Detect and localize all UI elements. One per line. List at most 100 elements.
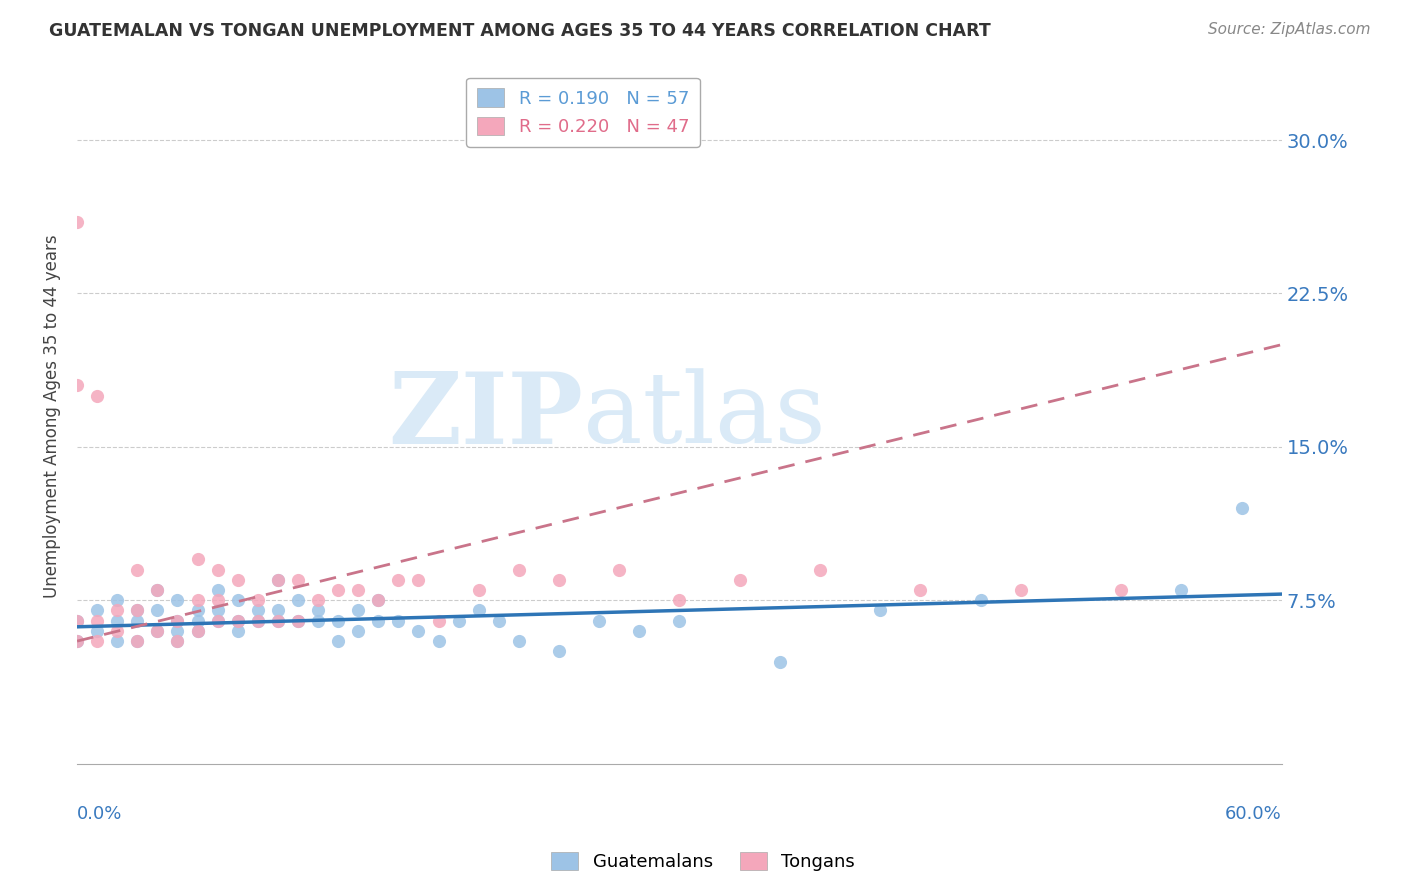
Point xyxy=(66,634,89,648)
Point xyxy=(1170,582,1192,597)
Point xyxy=(127,562,149,576)
Point xyxy=(387,614,409,628)
Point xyxy=(287,593,309,607)
Point xyxy=(146,624,169,638)
Point xyxy=(769,655,792,669)
Point xyxy=(187,593,209,607)
Point xyxy=(869,603,891,617)
Point xyxy=(207,614,229,628)
Point xyxy=(548,644,571,658)
Point xyxy=(226,593,249,607)
Point xyxy=(86,603,108,617)
Point xyxy=(86,614,108,628)
Point xyxy=(367,593,389,607)
Point xyxy=(326,614,349,628)
Point xyxy=(166,634,188,648)
Point xyxy=(105,603,128,617)
Point xyxy=(207,614,229,628)
Point xyxy=(1010,582,1032,597)
Point xyxy=(267,614,290,628)
Legend: Guatemalans, Tongans: Guatemalans, Tongans xyxy=(544,845,862,879)
Point xyxy=(548,573,571,587)
Point xyxy=(166,614,188,628)
Point xyxy=(467,582,489,597)
Point xyxy=(66,215,89,229)
Point xyxy=(307,614,329,628)
Point xyxy=(728,573,751,587)
Point xyxy=(267,603,290,617)
Point xyxy=(166,614,188,628)
Point xyxy=(66,614,89,628)
Point xyxy=(267,614,290,628)
Point xyxy=(226,573,249,587)
Point xyxy=(246,603,269,617)
Point xyxy=(427,634,450,648)
Point xyxy=(508,562,530,576)
Point xyxy=(307,603,329,617)
Point xyxy=(246,614,269,628)
Text: 60.0%: 60.0% xyxy=(1225,805,1282,823)
Point xyxy=(187,624,209,638)
Point xyxy=(187,603,209,617)
Point xyxy=(146,603,169,617)
Point xyxy=(307,593,329,607)
Point xyxy=(246,614,269,628)
Point xyxy=(207,582,229,597)
Point xyxy=(127,603,149,617)
Point xyxy=(808,562,831,576)
Text: 0.0%: 0.0% xyxy=(77,805,122,823)
Point xyxy=(146,582,169,597)
Point xyxy=(127,634,149,648)
Point xyxy=(127,634,149,648)
Point xyxy=(1109,582,1132,597)
Point xyxy=(488,614,510,628)
Point xyxy=(66,614,89,628)
Point xyxy=(166,634,188,648)
Legend: R = 0.190   N = 57, R = 0.220   N = 47: R = 0.190 N = 57, R = 0.220 N = 47 xyxy=(467,78,700,147)
Point xyxy=(207,593,229,607)
Point xyxy=(628,624,651,638)
Point xyxy=(668,593,690,607)
Point xyxy=(347,603,370,617)
Point xyxy=(387,573,409,587)
Point xyxy=(226,614,249,628)
Point xyxy=(127,603,149,617)
Point xyxy=(347,624,370,638)
Point xyxy=(287,614,309,628)
Point xyxy=(1230,501,1253,516)
Point xyxy=(367,614,389,628)
Point xyxy=(668,614,690,628)
Point xyxy=(105,634,128,648)
Point xyxy=(326,634,349,648)
Point xyxy=(508,634,530,648)
Text: GUATEMALAN VS TONGAN UNEMPLOYMENT AMONG AGES 35 TO 44 YEARS CORRELATION CHART: GUATEMALAN VS TONGAN UNEMPLOYMENT AMONG … xyxy=(49,22,991,40)
Y-axis label: Unemployment Among Ages 35 to 44 years: Unemployment Among Ages 35 to 44 years xyxy=(44,235,60,598)
Point xyxy=(105,624,128,638)
Point xyxy=(347,582,370,597)
Point xyxy=(588,614,610,628)
Point xyxy=(127,614,149,628)
Point xyxy=(66,378,89,392)
Point xyxy=(287,614,309,628)
Point xyxy=(969,593,991,607)
Point xyxy=(367,593,389,607)
Point xyxy=(166,624,188,638)
Point xyxy=(607,562,630,576)
Text: atlas: atlas xyxy=(583,368,825,464)
Point xyxy=(287,573,309,587)
Point xyxy=(226,624,249,638)
Point xyxy=(267,573,290,587)
Point xyxy=(447,614,470,628)
Point xyxy=(326,582,349,597)
Point xyxy=(166,593,188,607)
Point xyxy=(408,624,430,638)
Point xyxy=(105,593,128,607)
Point xyxy=(467,603,489,617)
Point xyxy=(187,624,209,638)
Point xyxy=(408,573,430,587)
Point xyxy=(86,624,108,638)
Point xyxy=(187,552,209,566)
Point xyxy=(207,603,229,617)
Point xyxy=(146,624,169,638)
Point xyxy=(146,582,169,597)
